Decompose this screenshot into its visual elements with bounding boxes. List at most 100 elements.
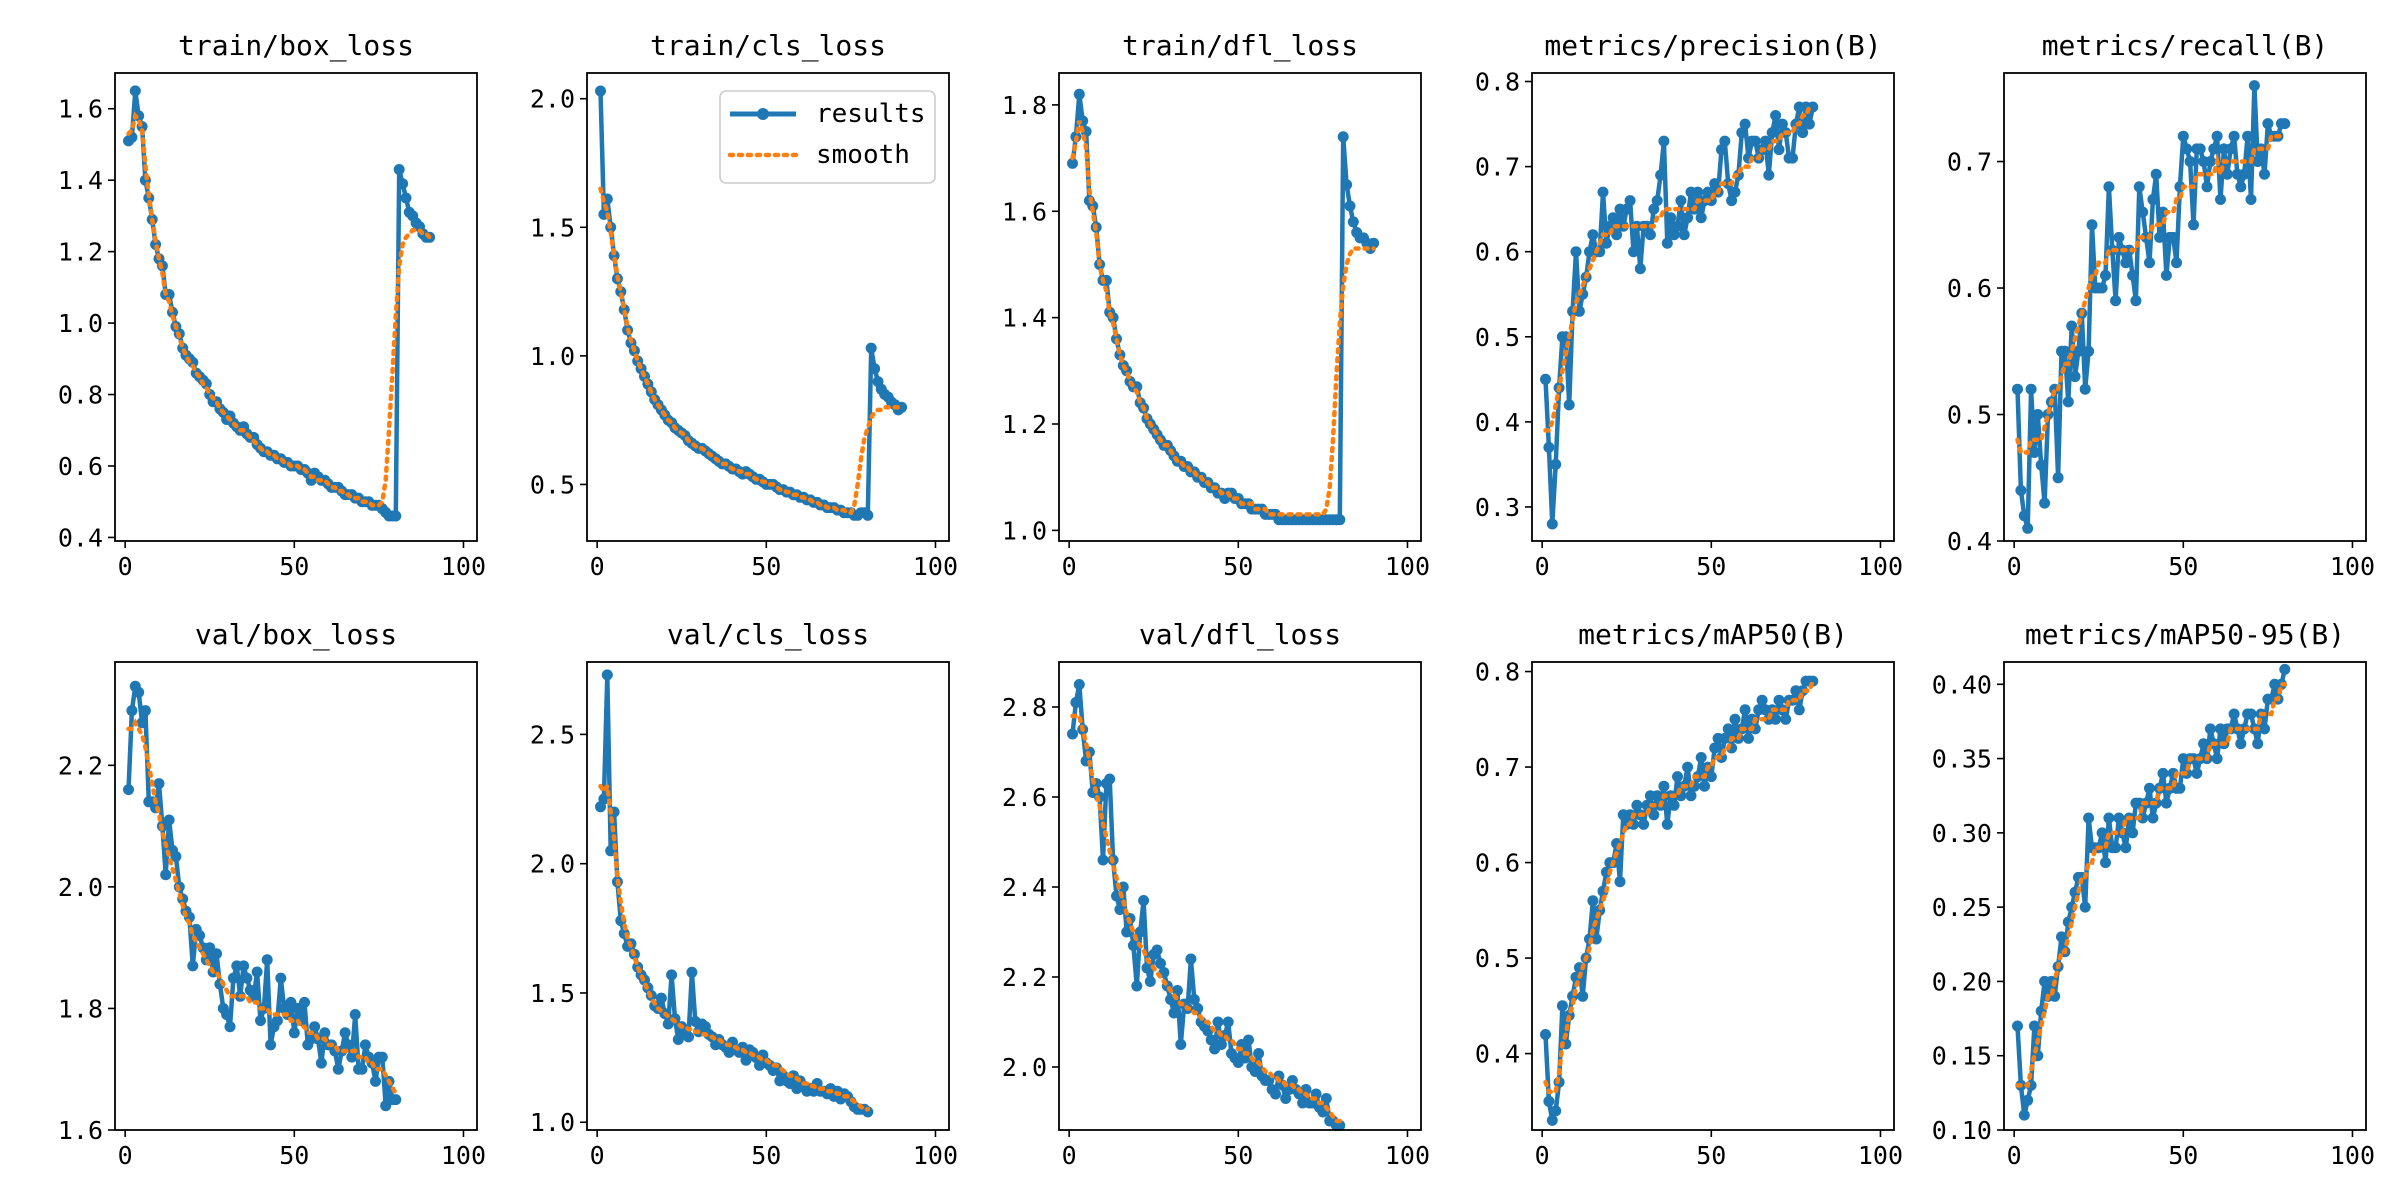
results-point <box>153 778 165 790</box>
results-point <box>1253 1048 1265 1059</box>
results-point <box>1320 1093 1332 1104</box>
results-point <box>2127 269 2139 281</box>
results-point <box>1621 203 1633 215</box>
y-tick-label: 0.3 <box>1475 493 1520 522</box>
results-point <box>865 342 877 354</box>
subplot-frame <box>1058 72 1422 542</box>
results-point <box>129 85 141 97</box>
x-tick-label: 0 <box>590 1141 605 1170</box>
results-point <box>2079 383 2091 395</box>
y-tick-label: 1.0 <box>530 1108 575 1137</box>
results-point <box>1780 713 1792 725</box>
results-point <box>2228 708 2240 720</box>
subplot-5: metrics/recall(B) 0 50 100 0.4 0.5 0.6 0.7 <box>1947 29 2375 581</box>
results-point <box>2096 282 2108 294</box>
results-point <box>2252 738 2264 750</box>
results-point <box>390 510 402 522</box>
results-point <box>241 972 253 984</box>
results-point <box>1073 88 1085 100</box>
smooth-series-line <box>598 186 904 515</box>
results-point <box>1188 994 1200 1005</box>
results-point <box>1651 195 1663 207</box>
smooth-series-line <box>1543 678 1816 1095</box>
y-tick-label: 2.5 <box>530 720 575 749</box>
y-tick-label: 2.0 <box>530 85 575 114</box>
results-point <box>1776 118 1788 130</box>
y-tick-label: 2.4 <box>1002 873 1047 902</box>
results-point <box>2018 1109 2030 1121</box>
results-point <box>1787 152 1798 164</box>
results-point <box>2028 447 2040 458</box>
results-point <box>1121 926 1133 938</box>
results-point <box>740 1054 752 1066</box>
results-point <box>126 705 138 717</box>
results-point <box>1682 212 1694 224</box>
results-point <box>356 1063 368 1075</box>
results-point <box>1546 1114 1558 1126</box>
legend-smooth-label: smooth <box>816 140 910 170</box>
results-point <box>1749 135 1761 147</box>
results-point <box>2113 812 2125 824</box>
results-point <box>1797 127 1809 139</box>
results-point <box>1658 780 1670 792</box>
y-tick-label: 0.4 <box>1475 408 1520 437</box>
y-tick-label: 1.4 <box>1002 304 1047 333</box>
results-point <box>1661 237 1673 249</box>
y-tick-label: 2.6 <box>1002 783 1047 812</box>
subplot-frame <box>114 661 478 1131</box>
results-point <box>2144 257 2155 269</box>
results-point <box>261 954 273 966</box>
results-point <box>1185 953 1197 965</box>
legend-results-label: results <box>816 99 926 129</box>
results-point <box>2245 708 2257 720</box>
y-tick-label: 0.4 <box>1475 1040 1520 1069</box>
results-point <box>1716 144 1727 156</box>
results-point <box>1773 694 1785 706</box>
results-point <box>2154 231 2166 243</box>
results-point <box>2191 767 2203 779</box>
results-point <box>1205 1034 1217 1046</box>
results-point <box>1368 237 1380 249</box>
results-point <box>2130 295 2142 307</box>
results-point <box>2120 842 2132 854</box>
results-point <box>1543 441 1555 453</box>
results-point <box>2015 484 2027 496</box>
results-point <box>2225 143 2237 155</box>
results-point <box>1766 127 1778 139</box>
y-tick-label: 0.7 <box>1475 753 1520 782</box>
subplot-2: train/cls_loss 0 50 100 0.5 1.0 1.5 2.0 <box>530 29 958 581</box>
results-point <box>227 972 239 984</box>
results-point <box>1607 212 1619 224</box>
y-tick-label: 2.8 <box>1002 693 1047 722</box>
x-tick-label: 0 <box>1062 552 1077 581</box>
results-point <box>1151 944 1163 956</box>
results-point <box>2086 219 2098 231</box>
x-tick-label: 100 <box>1385 552 1430 581</box>
y-tick-label: 1.0 <box>1002 516 1047 545</box>
results-point <box>1770 713 1782 725</box>
results-point <box>170 851 182 862</box>
subplot-6: val/box_loss 0 50 100 1.6 1.8 2.0 2.2 <box>58 618 486 1170</box>
results-point <box>2147 812 2159 824</box>
subplot-7: val/cls_loss 0 50 100 1.0 1.5 2.0 2.5 <box>530 618 958 1170</box>
y-tick-label: 1.8 <box>58 994 103 1023</box>
subplot-title: val/cls_loss <box>667 618 869 652</box>
results-point <box>1743 732 1754 744</box>
results-point <box>2083 812 2095 824</box>
results-point <box>370 1075 381 1087</box>
results-point <box>288 1027 300 1039</box>
results-point <box>2022 522 2034 534</box>
x-tick-label: 50 <box>1696 552 1726 581</box>
results-point <box>1067 157 1078 169</box>
subplot-8: val/dfl_loss 0 50 100 2.0 2.2 2.4 2.6 2.8 <box>1002 618 1430 1170</box>
results-point <box>2113 231 2125 243</box>
subplot-3: train/dfl_loss 0 50 100 1.0 1.2 1.4 1.6 1.8 <box>1002 29 1430 581</box>
results-point <box>2012 1020 2023 1032</box>
results-point <box>1651 790 1663 802</box>
y-tick-label: 0.5 <box>1947 401 1992 430</box>
results-point <box>1648 203 1660 215</box>
results-point <box>2127 827 2139 839</box>
results-point <box>2204 156 2216 167</box>
x-tick-label: 0 <box>2007 552 2022 581</box>
results-point <box>1665 212 1677 224</box>
